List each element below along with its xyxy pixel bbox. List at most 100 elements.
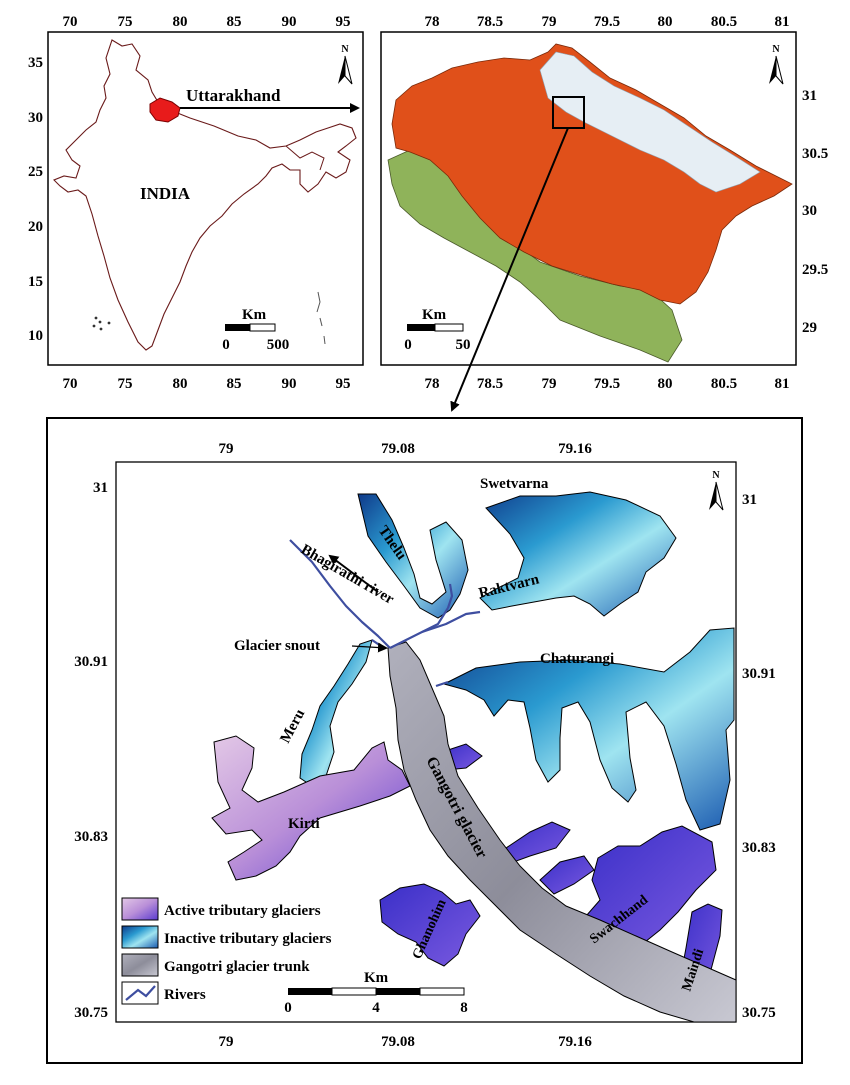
india-x-tick: 90 — [282, 376, 297, 392]
uk-y-tick: 29 — [802, 320, 817, 336]
uk-x-tick: 79 — [542, 376, 557, 392]
uk-scalebar-unit: Km — [422, 307, 447, 323]
gangotri-scalebar-mid: 4 — [372, 1000, 380, 1016]
india-scalebar-end: 500 — [267, 337, 290, 353]
uttarakhand-label: Uttarakhand — [186, 86, 281, 105]
india-y-tick: 15 — [28, 274, 43, 290]
india-y-ticks: 35 30 25 20 15 10 — [28, 55, 43, 344]
uk-y-ticks: 31 30.5 30 29.5 29 — [802, 88, 828, 336]
legend-swatch-trunk — [121, 953, 159, 977]
gangotri-x-tick: 79 — [219, 441, 234, 457]
uk-x-tick: 80 — [658, 376, 673, 392]
gangotri-x-tick: 79.16 — [558, 441, 592, 457]
india-x-ticks-bottom: 70 75 80 85 90 95 — [63, 376, 351, 392]
gangotri-x-tick: 79.08 — [381, 1034, 415, 1050]
gangotri-x-tick: 79.08 — [381, 441, 415, 457]
lakshadweep-islands — [92, 316, 111, 331]
india-x-tick: 70 — [63, 14, 78, 30]
uk-snow-cover — [539, 51, 761, 193]
legend-label-inactive: Inactive tributary glaciers — [164, 931, 332, 947]
legend: Active tributary glaciers Inactive tribu… — [121, 897, 332, 1005]
india-x-tick: 95 — [336, 14, 351, 30]
thelu-glacier — [357, 493, 469, 619]
uk-north-arrow: N — [769, 44, 784, 85]
india-x-tick: 80 — [173, 376, 188, 392]
river-direction-arrow — [328, 554, 379, 593]
gangotri-scalebar-start: 0 — [284, 1000, 292, 1016]
uk-x-tick: 80 — [658, 14, 673, 30]
india-y-tick: 30 — [28, 110, 43, 126]
gangotri-y-tick: 30.83 — [74, 829, 108, 845]
uttarakhand-map-panel: 78 78.5 79 79.5 80 80.5 81 78 78.5 79 79… — [380, 14, 828, 412]
gangotri-y-tick: 30.75 — [742, 1005, 776, 1021]
india-outline — [53, 39, 357, 351]
uk-x-tick: 78.5 — [477, 14, 503, 30]
snout-label: Glacier snout — [234, 638, 320, 654]
study-area-box — [552, 96, 585, 129]
india-scalebar: Km 0 500 — [222, 307, 289, 353]
india-label: INDIA — [140, 184, 191, 203]
ghanohim-glacier — [379, 883, 481, 967]
gangotri-north-label: N — [712, 470, 720, 481]
uk-scalebar: Km 0 50 — [404, 307, 470, 353]
chaturangi-glacier — [442, 627, 735, 831]
india-map-panel: 70 75 80 85 90 95 70 75 80 85 90 95 35 3… — [28, 14, 364, 392]
uk-x-tick: 80.5 — [711, 14, 737, 30]
uk-x-tick: 78.5 — [477, 376, 503, 392]
uk-y-tick: 29.5 — [802, 262, 828, 278]
legend-river-line — [125, 985, 156, 1001]
uk-x-tick: 78 — [425, 376, 440, 392]
india-y-tick: 20 — [28, 219, 43, 235]
uk-x-tick: 79 — [542, 14, 557, 30]
uk-x-tick: 78 — [425, 14, 440, 30]
uk-y-tick: 30.5 — [802, 146, 828, 162]
gangotri-scalebar-unit: Km — [364, 970, 389, 986]
uk-x-tick: 81 — [775, 376, 790, 392]
legend-swatch-rivers — [121, 981, 159, 1005]
uk-x-ticks-bottom: 78 78.5 79 79.5 80 80.5 81 — [425, 376, 790, 392]
gangotri-y-ticks-right: 31 30.91 30.83 30.75 — [742, 492, 776, 1021]
india-north-arrow: N — [338, 44, 353, 85]
swetvarna-glacier — [479, 491, 677, 617]
india-x-tick: 95 — [336, 376, 351, 392]
india-x-tick: 75 — [118, 14, 133, 30]
india-x-tick: 85 — [227, 14, 242, 30]
swetvarna-label: Swetvarna — [480, 476, 549, 492]
kirti-label: Kirti — [288, 816, 320, 832]
india-y-tick: 25 — [28, 164, 43, 180]
uk-mountain-area — [391, 43, 793, 305]
gangotri-x-ticks-bottom: 79 79.08 79.16 — [219, 1034, 593, 1050]
legend-label-trunk: Gangotri glacier trunk — [164, 959, 310, 975]
gangotri-y-tick: 30.83 — [742, 840, 776, 856]
uk-scalebar-start: 0 — [404, 337, 412, 353]
india-northeast-border — [285, 145, 325, 171]
india-x-tick: 70 — [63, 376, 78, 392]
uk-x-tick: 79.5 — [594, 376, 620, 392]
uk-north-label: N — [772, 44, 780, 55]
india-y-tick: 10 — [28, 328, 43, 344]
gangotri-north-arrow: N — [709, 470, 724, 511]
chaturangi-label: Chaturangi — [540, 651, 614, 667]
gangotri-x-ticks-top: 79 79.08 79.16 — [219, 441, 593, 457]
gangotri-y-tick: 31 — [742, 492, 757, 508]
india-x-tick: 90 — [282, 14, 297, 30]
legend-label-active: Active tributary glaciers — [164, 903, 321, 919]
zoom-arrow — [450, 127, 569, 412]
india-x-tick: 85 — [227, 376, 242, 392]
legend-swatch-inactive — [121, 925, 159, 949]
uk-x-ticks-top: 78 78.5 79 79.5 80 80.5 81 — [425, 14, 790, 30]
india-x-tick: 75 — [118, 376, 133, 392]
gangotri-x-tick: 79.16 — [558, 1034, 592, 1050]
swachhand-glacier — [585, 825, 717, 949]
gangotri-y-tick: 31 — [93, 480, 108, 496]
kirti-glacier — [211, 735, 411, 881]
river-network — [289, 539, 481, 688]
uk-scalebar-end: 50 — [456, 337, 471, 353]
india-north-label: N — [341, 44, 349, 55]
india-x-tick: 80 — [173, 14, 188, 30]
uk-y-tick: 30 — [802, 203, 817, 219]
gangotri-map-panel: 79 79.08 79.16 79 79.08 79.16 31 30.91 3… — [46, 417, 803, 1064]
gangotri-trunk — [387, 641, 737, 1023]
uk-y-tick: 31 — [802, 88, 817, 104]
